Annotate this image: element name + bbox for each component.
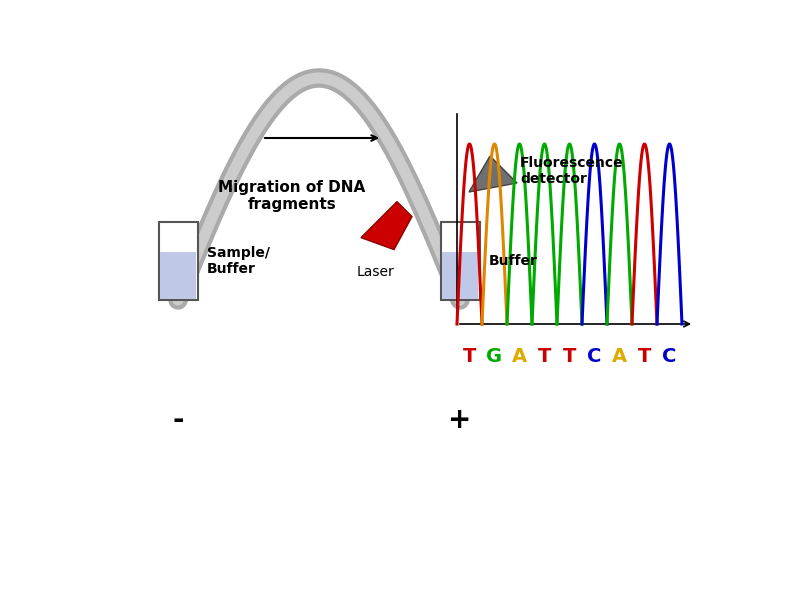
Bar	[442, 252, 478, 299]
Bar	[160, 252, 196, 299]
Text: T: T	[563, 347, 576, 367]
Bar	[158, 222, 198, 300]
Text: C: C	[587, 347, 602, 367]
Text: -: -	[172, 406, 184, 434]
Text: Laser: Laser	[357, 265, 395, 278]
Text: T: T	[638, 347, 651, 367]
Text: Fluorescence
detector: Fluorescence detector	[520, 156, 624, 186]
Text: G: G	[486, 347, 502, 367]
Text: A: A	[612, 347, 627, 367]
Text: C: C	[662, 347, 677, 367]
Text: Buffer: Buffer	[489, 254, 538, 268]
Text: Migration of DNA
fragments: Migration of DNA fragments	[218, 180, 366, 212]
Polygon shape	[361, 202, 412, 250]
Polygon shape	[469, 156, 517, 192]
Text: T: T	[463, 347, 476, 367]
Text: +: +	[448, 406, 472, 434]
Text: Sample/
Buffer: Sample/ Buffer	[206, 246, 270, 276]
Text: A: A	[512, 347, 527, 367]
Text: T: T	[538, 347, 551, 367]
Bar	[441, 222, 479, 300]
